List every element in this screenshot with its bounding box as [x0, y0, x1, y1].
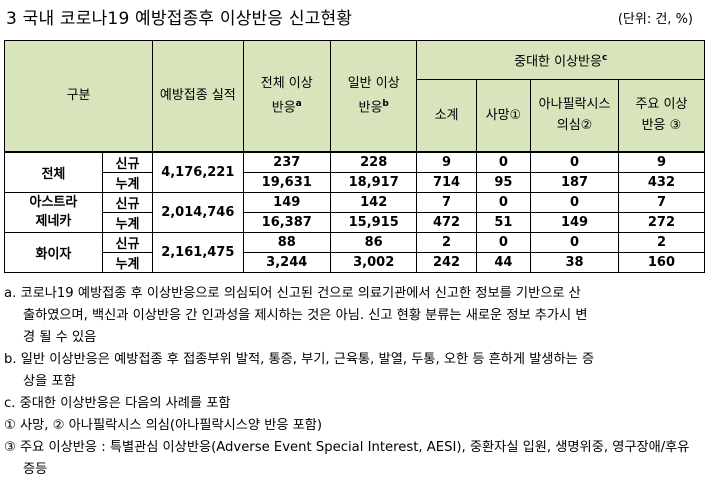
cell-subtotal: 714: [416, 171, 477, 193]
cell-death: 0: [475, 150, 532, 173]
table-row: 누계 16,387 15,915 472 51 149 272: [5, 211, 705, 233]
header-death: 사망①: [475, 79, 532, 153]
footnote-c: c. 중대한 이상반응은 다음의 사례를 포함: [4, 396, 231, 411]
cell-total: 149: [242, 191, 331, 213]
group-label: 화이자: [4, 231, 103, 273]
cell-subtotal: 242: [416, 251, 477, 273]
cell-subtotal: 9: [416, 150, 477, 173]
cell-anaphylaxis: 0: [530, 231, 619, 253]
footnotes: a. 코로나19 예방접종 후 이상반응으로 의심되어 신고된 건으로 의료기관…: [4, 283, 702, 481]
footnote-c-item: ① 사망, ② 아나필락시스 의심(아나필락시스양 반응 포함): [4, 418, 323, 433]
row-label: 누계: [101, 251, 154, 273]
cell-total: 3,244: [242, 251, 331, 273]
row-label: 신규: [101, 231, 154, 253]
cell-death: 0: [475, 191, 532, 213]
header-general-ae: 일반 이상반응b: [329, 40, 418, 152]
cell-general: 228: [329, 150, 418, 173]
cell-subtotal: 2: [416, 231, 477, 253]
footnote-a: a. 코로나19 예방접종 후 이상반응으로 의심되어 신고된 건으로 의료기관…: [4, 286, 581, 301]
table-row: 아스트라 제네카 신규 2,014,746 149 142 7 0 0 7: [4, 191, 705, 233]
table-row: 전체 신규 4,176,221 237 228 9 0 0 9: [4, 150, 705, 193]
cell-death: 51: [475, 211, 532, 233]
header-serious-ae: 중대한 이상반응c: [416, 40, 705, 80]
row-label: 신규: [101, 150, 154, 173]
cell-total: 16,387: [242, 211, 331, 233]
table-row: 누계 3,244 3,002 242 44 38 160: [5, 251, 705, 273]
table-row: 화이자 신규 2,161,475 88 86 2 0 0 2: [4, 231, 705, 273]
adverse-event-table: 구분 예방접종 실적 전체 이상반응a 일반 이상반응b 중대한 이상반응c 소…: [3, 40, 705, 273]
cell-subtotal: 7: [416, 191, 477, 213]
cell-general: 15,915: [329, 211, 418, 233]
footnote-b-cont: 상을 포함: [23, 374, 76, 389]
cell-major: 272: [617, 211, 705, 233]
header-total-ae: 전체 이상반응a: [242, 40, 331, 152]
footnote-a-cont: 경 될 수 있음: [23, 330, 97, 345]
header-category: 구분: [3, 40, 154, 152]
cell-death: 95: [475, 171, 532, 193]
cell-general: 142: [329, 191, 418, 213]
cell-anaphylaxis: 149: [530, 211, 619, 233]
cell-general: 86: [329, 231, 418, 253]
cell-major: 432: [617, 171, 705, 193]
cell-total: 19,631: [242, 171, 331, 193]
vaccinated-value: 2,161,475: [152, 231, 244, 273]
cell-total: 237: [242, 150, 331, 173]
group-label: 전체: [4, 150, 103, 193]
row-label: 누계: [101, 211, 154, 233]
group-label: 아스트라 제네카: [4, 191, 103, 233]
footnote-a-cont: 출하였으며, 백신과 이상반응 간 인과성을 제시하는 것은 아님. 신고 현황…: [23, 308, 588, 323]
header-anaphylaxis: 아나필락시스 의심②: [530, 79, 619, 153]
cell-anaphylaxis: 0: [530, 191, 619, 213]
cell-death: 0: [475, 231, 532, 253]
vaccinated-value: 4,176,221: [152, 150, 244, 193]
cell-anaphylaxis: 38: [530, 251, 619, 273]
table-row: 누계 19,631 18,917 714 95 187 432: [5, 171, 705, 193]
cell-major: 2: [617, 231, 705, 253]
cell-subtotal: 472: [416, 211, 477, 233]
cell-major: 9: [617, 150, 705, 173]
cell-major: 7: [617, 191, 705, 213]
table-title: 3 국내 코로나19 예방접종후 이상반응 신고현황: [6, 9, 353, 29]
cell-general: 18,917: [329, 171, 418, 193]
cell-general: 3,002: [329, 251, 418, 273]
header-subtotal: 소계: [416, 79, 477, 153]
cell-anaphylaxis: 0: [530, 150, 619, 173]
header-major: 주요 이상반응 ③: [617, 79, 705, 153]
cell-death: 44: [475, 251, 532, 273]
cell-anaphylaxis: 187: [530, 171, 619, 193]
row-label: 누계: [101, 171, 154, 193]
cell-total: 88: [242, 231, 331, 253]
footnote-c-item: ③ 주요 이상반응 : 특별관심 이상반응(Adverse Event Spec…: [4, 440, 690, 455]
row-label: 신규: [101, 191, 154, 213]
footnote-b: b. 일반 이상반응은 예방접종 후 접종부위 발적, 통증, 부기, 근육통,…: [4, 352, 595, 367]
footnote-c-cont: 증등: [23, 462, 48, 477]
unit-label: (단위: 건, %): [617, 12, 693, 27]
header-vaccinated: 예방접종 실적: [152, 40, 244, 152]
cell-major: 160: [617, 251, 705, 273]
vaccinated-value: 2,014,746: [152, 191, 244, 233]
